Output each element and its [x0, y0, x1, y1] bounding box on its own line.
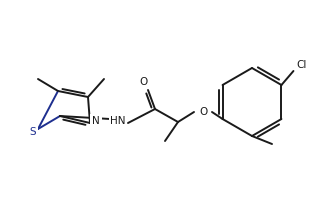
Text: O: O	[200, 107, 208, 117]
Text: N: N	[92, 116, 100, 126]
Text: HN: HN	[110, 116, 126, 126]
Text: O: O	[139, 77, 147, 87]
Text: Cl: Cl	[296, 60, 307, 70]
Text: S: S	[30, 127, 36, 137]
